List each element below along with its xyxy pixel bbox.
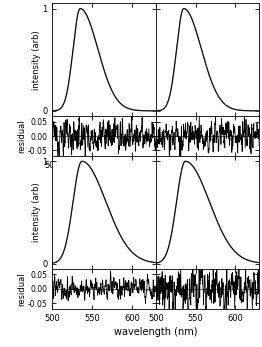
Y-axis label: residual: residual (17, 272, 26, 306)
Y-axis label: residual: residual (17, 119, 26, 153)
Text: wavelength (nm): wavelength (nm) (114, 327, 198, 337)
Y-axis label: intensity (arb): intensity (arb) (32, 183, 41, 242)
Y-axis label: intensity (arb): intensity (arb) (32, 30, 41, 90)
